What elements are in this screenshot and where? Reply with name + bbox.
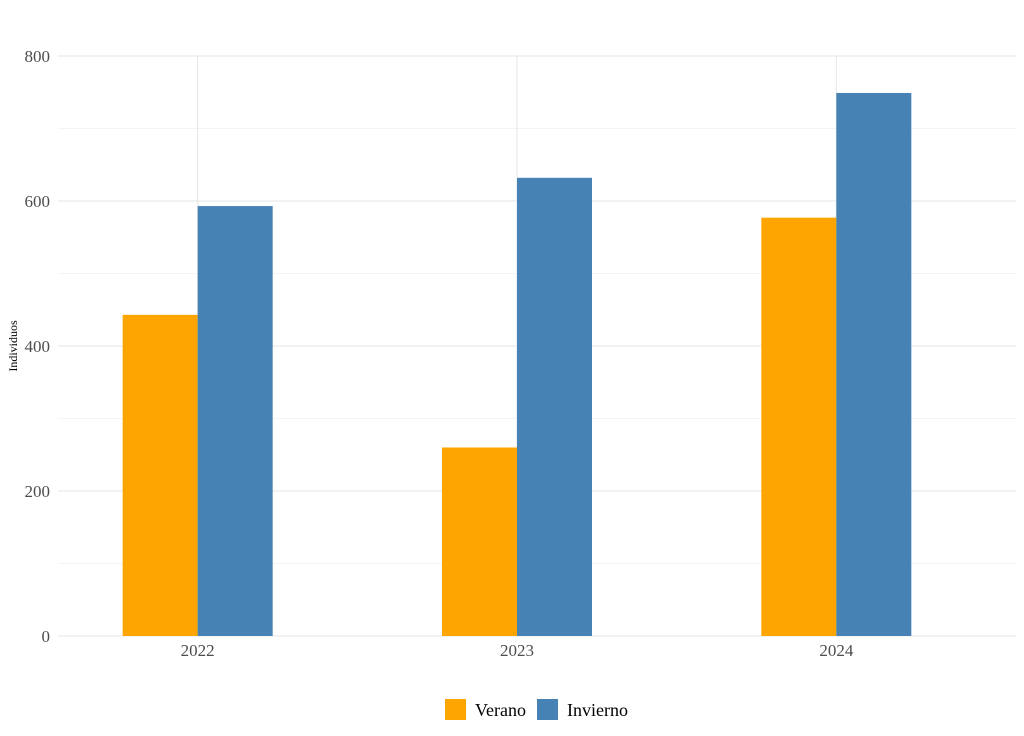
legend: Verano Invierno [445, 699, 628, 720]
y-tick-label: 200 [25, 482, 51, 501]
y-tick-label: 0 [42, 627, 51, 646]
bar-invierno-2024 [836, 92, 912, 637]
x-axis-ticks: 2022 2023 2024 [181, 641, 854, 660]
bar-verano-2024 [761, 217, 837, 637]
y-axis-title: Individuos [6, 320, 20, 372]
legend-label-verano: Verano [475, 700, 526, 720]
y-tick-label: 400 [25, 337, 51, 356]
bar-verano-2022 [122, 314, 198, 636]
y-tick-label: 800 [25, 47, 51, 66]
x-tick-label: 2024 [819, 641, 854, 660]
bars [122, 92, 912, 637]
legend-label-invierno: Invierno [567, 700, 628, 720]
legend-swatch-invierno [537, 699, 558, 720]
y-axis-ticks: 0 200 400 600 800 [25, 47, 51, 646]
x-tick-label: 2023 [500, 641, 534, 660]
legend-swatch-verano [445, 699, 466, 720]
x-tick-label: 2022 [181, 641, 215, 660]
bar-invierno-2022 [197, 206, 273, 636]
bar-verano-2023 [442, 447, 517, 636]
bar-invierno-2023 [517, 177, 592, 637]
y-tick-label: 600 [25, 192, 51, 211]
